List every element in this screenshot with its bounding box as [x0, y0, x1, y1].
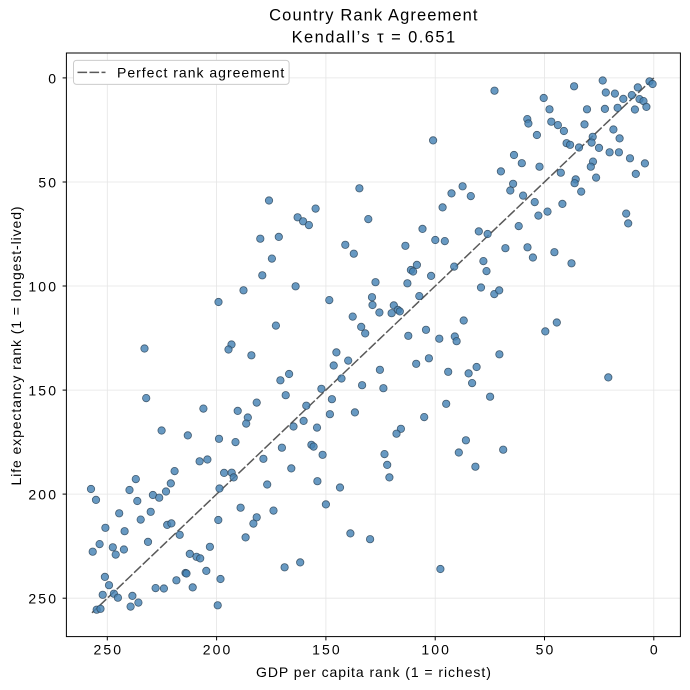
svg-text:Kendall’s τ = 0.651: Kendall’s τ = 0.651	[292, 29, 457, 47]
svg-text:50: 50	[38, 175, 58, 191]
svg-text:100: 100	[28, 279, 58, 295]
svg-text:Perfect rank agreement: Perfect rank agreement	[117, 64, 285, 80]
svg-text:200: 200	[203, 642, 233, 658]
svg-text:GDP per capita rank (1 = riche: GDP per capita rank (1 = richest)	[256, 664, 492, 680]
svg-text:150: 150	[312, 642, 342, 658]
svg-text:Country Rank Agreement: Country Rank Agreement	[269, 6, 478, 24]
svg-text:150: 150	[28, 383, 58, 399]
svg-text:250: 250	[28, 591, 58, 607]
svg-text:250: 250	[93, 642, 123, 658]
svg-text:0: 0	[650, 642, 660, 658]
svg-text:Life expectancy rank (1 = long: Life expectancy rank (1 = longest-lived)	[8, 206, 24, 486]
svg-text:50: 50	[536, 642, 556, 658]
svg-text:0: 0	[48, 70, 58, 86]
svg-text:100: 100	[421, 642, 451, 658]
svg-text:200: 200	[28, 487, 58, 503]
